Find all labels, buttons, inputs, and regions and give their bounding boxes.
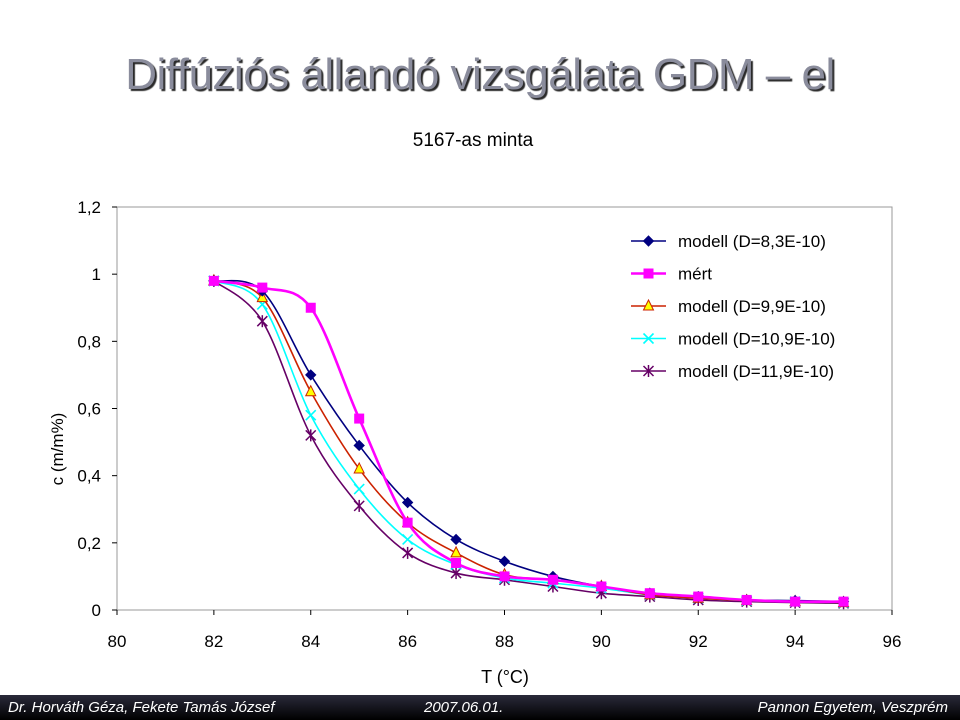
data-point: [450, 545, 462, 558]
data-point-stroke: [642, 332, 655, 345]
data-point: [353, 483, 365, 495]
data-point: [402, 546, 414, 559]
y-tick-label: 1,2: [77, 198, 101, 217]
data-point: [498, 555, 511, 568]
x-tick-label: 90: [592, 632, 611, 651]
legend-entry: modell (D=11,9E-10): [631, 362, 834, 381]
series-1: [208, 275, 849, 607]
data-point: [353, 499, 365, 512]
x-tick-label: 82: [204, 632, 223, 651]
legend-label: modell (D=8,3E-10): [678, 232, 826, 251]
legend: modell (D=8,3E-10) mért modell (D=9,9E-10)…: [631, 232, 835, 381]
data-point-stroke: [353, 483, 365, 495]
legend-label: modell (D=11,9E-10): [678, 362, 834, 381]
footer-authors: Dr. Horváth Géza, Fekete Tamás József: [8, 699, 275, 716]
data-point: [642, 298, 655, 311]
data-point: [644, 588, 655, 599]
x-tick-label: 94: [786, 632, 805, 651]
y-tick-label: 1: [92, 265, 101, 284]
data-point: [305, 429, 317, 442]
data-point: [304, 384, 317, 397]
axes: 0 0,2 0,4 0,6 0,8 1 1,2 80 82 84 86 88 90 92 94 96: [77, 198, 901, 651]
data-point: [741, 594, 752, 605]
x-tick-label: 86: [398, 632, 417, 651]
data-point: [450, 567, 462, 580]
data-point: [401, 496, 414, 509]
x-tick-label: 96: [883, 632, 902, 651]
data-point: [643, 268, 654, 279]
x-tick-label: 92: [689, 632, 708, 651]
data-point-stroke: [402, 533, 414, 546]
legend-entry: mért: [631, 265, 712, 284]
legend-label: mért: [678, 265, 712, 284]
data-point: [790, 596, 801, 607]
series-0: [208, 275, 850, 608]
line-chart: 5167-as minta c (m/m%) T (°C) 0 0,2 0,4 0,6…: [48, 130, 901, 687]
series-layer: [208, 273, 850, 610]
y-tick-label: 0,2: [77, 534, 101, 553]
y-tick-label: 0,6: [77, 400, 101, 419]
data-point: [642, 332, 655, 345]
legend-entry: modell (D=10,9E-10): [631, 330, 835, 349]
data-point: [642, 235, 655, 247]
data-point: [499, 571, 510, 582]
x-axis-label: T (°C): [481, 667, 529, 687]
data-point: [354, 413, 365, 424]
legend-entry: modell (D=9,9E-10): [631, 297, 826, 316]
footer-bar: Dr. Horváth Géza, Fekete Tamás József 20…: [0, 695, 960, 720]
data-point: [256, 315, 268, 328]
data-point: [642, 365, 655, 377]
plot-area-border: [116, 206, 893, 611]
data-point: [596, 581, 607, 592]
data-point: [693, 591, 704, 602]
data-point: [838, 596, 849, 607]
data-point: [450, 533, 462, 546]
data-point: [402, 517, 413, 528]
data-point: [353, 461, 365, 474]
series-4: [208, 274, 850, 610]
data-point: [451, 557, 462, 568]
y-tick-label: 0: [92, 601, 101, 620]
data-point: [353, 439, 365, 452]
x-tick-label: 80: [108, 632, 127, 651]
y-axis-label: c (m/m%): [48, 413, 67, 486]
data-point: [305, 369, 317, 381]
data-point: [256, 290, 269, 303]
series-2: [208, 273, 850, 608]
legend-label: modell (D=10,9E-10): [678, 330, 835, 349]
footer-date: 2007.06.01.: [424, 699, 504, 716]
x-tick-label: 88: [495, 632, 514, 651]
y-tick-label: 0,4: [77, 467, 101, 486]
data-point-stroke: [305, 409, 317, 421]
data-point: [305, 409, 317, 421]
y-tick-label: 0,8: [77, 332, 101, 351]
data-point: [305, 302, 316, 313]
chart-title: 5167-as minta: [413, 130, 534, 151]
legend-entry: modell (D=8,3E-10): [631, 232, 826, 251]
series-3: [208, 275, 850, 609]
data-point: [257, 282, 268, 293]
legend-label: modell (D=9,9E-10): [678, 297, 826, 316]
data-point: [547, 574, 558, 585]
footer-organization: Pannon Egyetem, Veszprém: [757, 699, 948, 716]
data-point: [208, 275, 219, 286]
data-point: [402, 533, 414, 546]
x-tick-label: 84: [301, 632, 320, 651]
slide-title: Diffúziós állandó vizsgálata GDM – el: [125, 50, 835, 99]
